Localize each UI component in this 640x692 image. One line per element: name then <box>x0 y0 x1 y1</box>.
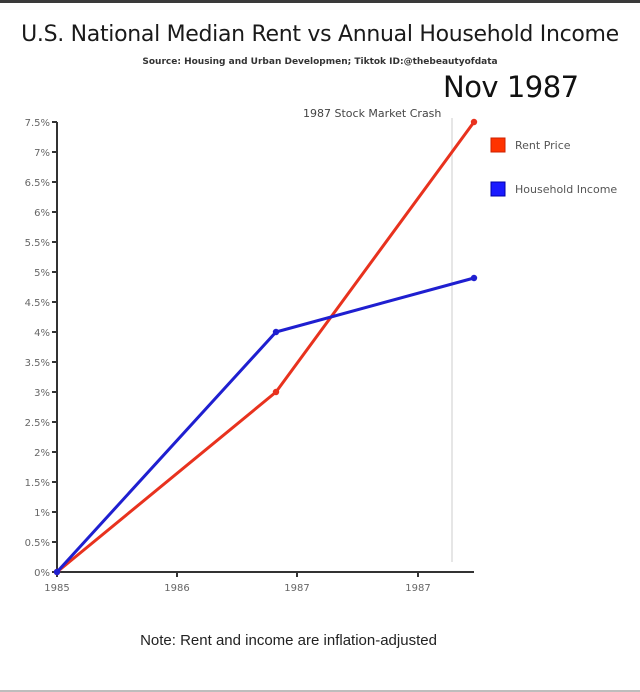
data-point <box>53 568 61 576</box>
y-tick-label: 2.5% <box>25 418 50 429</box>
data-series <box>53 118 478 576</box>
y-tick-label: 7.5% <box>25 118 50 129</box>
data-point <box>272 328 280 336</box>
y-tick-label: 5.5% <box>25 238 50 249</box>
data-point <box>470 274 478 282</box>
legend-swatch-rent <box>490 137 506 153</box>
y-tick-label: 4% <box>34 328 50 339</box>
legend-label-rent: Rent Price <box>515 139 571 152</box>
legend: Rent Price Household Income <box>490 137 617 197</box>
chart-title: U.S. National Median Rent vs Annual Hous… <box>21 22 619 47</box>
legend-label-income: Household Income <box>515 183 617 196</box>
y-tick-label: 1.5% <box>25 478 50 489</box>
y-tick-label: 4.5% <box>25 298 50 309</box>
y-tick-label: 1% <box>34 508 50 519</box>
series-line-income <box>55 276 475 574</box>
chart-subtitle: Source: Housing and Urban Developmen; Ti… <box>142 57 498 67</box>
y-tick-label: 3% <box>34 388 50 399</box>
x-axis-ticks: 1985 1986 1987 1987 <box>44 572 431 594</box>
legend-swatch-income <box>490 181 506 197</box>
top-border <box>0 0 640 3</box>
data-point <box>272 388 280 396</box>
chart-note: Note: Rent and income are inflation-adju… <box>140 632 437 649</box>
x-tick-label: 1987 <box>405 583 430 594</box>
y-tick-label: 0.5% <box>25 538 50 549</box>
y-tick-label: 6% <box>34 208 50 219</box>
y-tick-label: 5% <box>34 268 50 279</box>
data-point <box>470 118 478 126</box>
crash-annotation: 1987 Stock Market Crash <box>303 107 441 120</box>
y-axis-ticks: 0% 0.5% 1% 1.5% 2% 2.5% 3% 3.5% 4% 4.5% 5% 5.5% 6% 6.… <box>25 118 57 579</box>
x-tick-label: 1986 <box>164 583 189 594</box>
y-tick-label: 2% <box>34 448 50 459</box>
y-tick-label: 3.5% <box>25 358 50 369</box>
y-tick-label: 6.5% <box>25 178 50 189</box>
y-tick-label: 0% <box>34 568 50 579</box>
bottom-border <box>0 690 640 692</box>
y-tick-label: 7% <box>34 148 50 159</box>
x-tick-label: 1987 <box>284 583 309 594</box>
x-tick-label: 1985 <box>44 583 69 594</box>
current-date-label: Nov 1987 <box>443 70 579 104</box>
